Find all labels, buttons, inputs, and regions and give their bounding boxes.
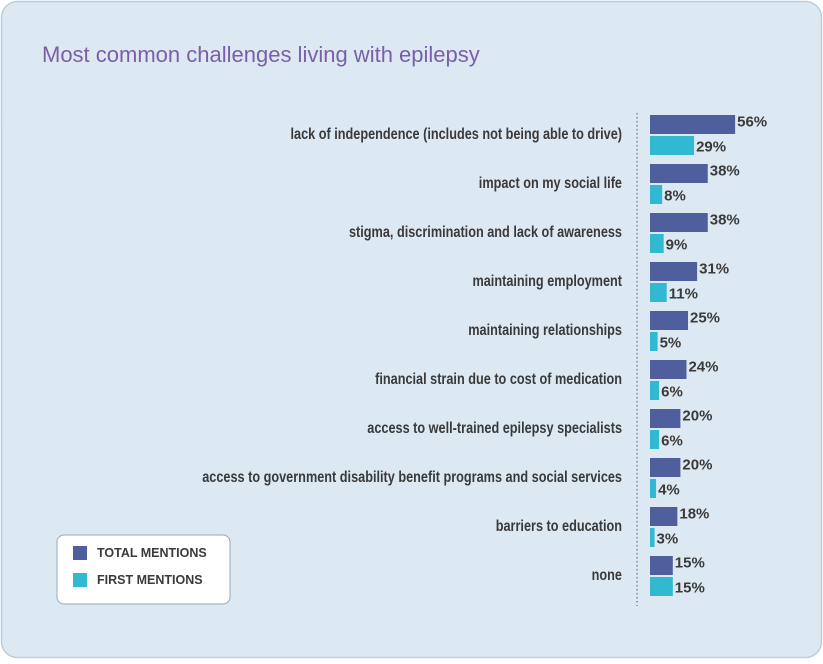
category-label: impact on my social life <box>479 175 622 192</box>
bar <box>650 311 688 330</box>
bar <box>650 185 663 204</box>
category-label-group: maintaining relationships <box>468 322 622 339</box>
bar <box>650 528 655 547</box>
value-label: 15% <box>675 554 705 571</box>
category-label-group: access to government disability benefit … <box>202 469 622 486</box>
bar <box>650 507 678 526</box>
category-label: access to well-trained epilepsy speciali… <box>367 420 622 437</box>
bar <box>650 381 660 400</box>
value-label: 18% <box>679 505 709 522</box>
value-label: 8% <box>664 187 686 204</box>
category-label-group: stigma, discrimination and lack of aware… <box>349 224 622 241</box>
bar <box>650 136 695 155</box>
bar <box>650 213 708 232</box>
value-label: 24% <box>688 358 718 375</box>
category-label: lack of independence (includes not being… <box>290 126 622 143</box>
category-label: barriers to education <box>496 518 622 535</box>
value-label: 9% <box>666 236 688 253</box>
category-label-group: lack of independence (includes not being… <box>290 126 622 143</box>
bar <box>650 360 687 379</box>
value-label: 38% <box>710 211 740 228</box>
bar <box>650 115 736 134</box>
bar <box>650 409 681 428</box>
value-label: 6% <box>661 432 683 449</box>
value-label: 56% <box>737 113 767 130</box>
category-label: access to government disability benefit … <box>202 469 622 486</box>
legend-label: FIRST MENTIONS <box>97 573 203 587</box>
category-label: stigma, discrimination and lack of aware… <box>349 224 622 241</box>
value-label: 29% <box>696 138 726 155</box>
bar <box>650 283 667 302</box>
value-label: 6% <box>661 383 683 400</box>
legend-swatch <box>73 546 87 560</box>
bar <box>650 556 673 575</box>
value-label: 25% <box>690 309 720 326</box>
category-label-group: barriers to education <box>496 518 622 535</box>
category-label: maintaining employment <box>472 273 622 290</box>
category-label-group: impact on my social life <box>479 175 622 192</box>
category-label-group: financial strain due to cost of medicati… <box>375 371 622 388</box>
chart-title: Most common challenges living with epile… <box>42 42 480 67</box>
value-label: 38% <box>710 162 740 179</box>
bar <box>650 430 660 449</box>
value-label: 5% <box>660 334 682 351</box>
legend-swatch <box>73 573 87 587</box>
bar <box>650 234 664 253</box>
bar <box>650 479 657 498</box>
value-label: 15% <box>675 579 705 596</box>
legend-label: TOTAL MENTIONS <box>97 546 207 560</box>
bar <box>650 577 673 596</box>
value-label: 31% <box>699 260 729 277</box>
value-label: 20% <box>682 407 712 424</box>
value-label: 4% <box>658 481 680 498</box>
value-label: 20% <box>682 456 712 473</box>
bar <box>650 262 698 281</box>
bar <box>650 332 658 351</box>
category-label-group: none <box>592 567 622 584</box>
bar <box>650 164 708 183</box>
category-label: maintaining relationships <box>468 322 622 339</box>
category-label-group: maintaining employment <box>472 273 622 290</box>
category-label: none <box>592 567 622 584</box>
value-label: 3% <box>657 530 679 547</box>
category-label-group: access to well-trained epilepsy speciali… <box>367 420 622 437</box>
category-label: financial strain due to cost of medicati… <box>375 371 622 388</box>
value-label: 11% <box>669 285 698 302</box>
bar <box>650 458 681 477</box>
legend-box <box>56 534 231 605</box>
